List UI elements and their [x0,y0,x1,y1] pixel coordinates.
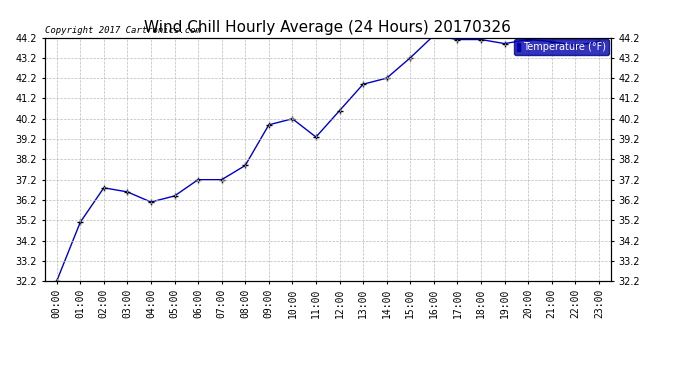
Title: Wind Chill Hourly Average (24 Hours) 20170326: Wind Chill Hourly Average (24 Hours) 201… [144,20,511,35]
Text: Copyright 2017 Cartronics.com: Copyright 2017 Cartronics.com [45,26,201,35]
Legend: Temperature (°F): Temperature (°F) [514,39,609,55]
